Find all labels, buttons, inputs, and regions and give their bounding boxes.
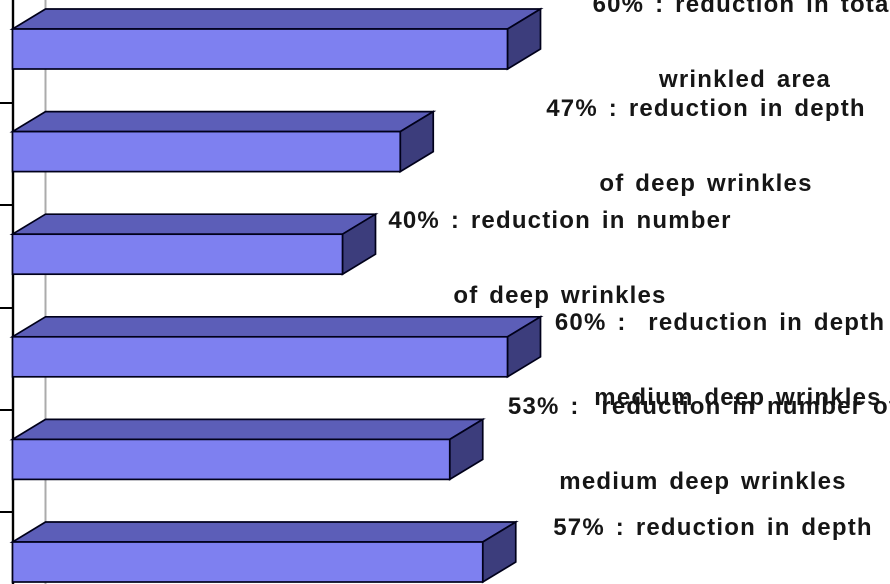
bar-front-face — [11, 28, 509, 70]
bar-top-face — [9, 521, 519, 543]
bar-label-line: medium deep wrinkles — [594, 384, 882, 411]
bar-label-line: wrinkled area — [658, 66, 832, 93]
bar-label-line: of deep wrinkles — [453, 282, 667, 309]
bar-label-line: of deep wrinkles — [599, 170, 813, 197]
bar-top-face — [9, 110, 437, 133]
bar-label-line: 40% : reduction in number — [388, 207, 732, 234]
bar-label: 47% : reduction in depth of deep wrinkle… — [546, 46, 865, 246]
bar-label-line: 47% : reduction in depth — [546, 95, 866, 122]
bar-front-face — [11, 335, 509, 378]
bar-front-face — [11, 233, 344, 276]
bar-label: 53% : reduction in number of medium deep… — [508, 344, 890, 544]
bar-front-face — [11, 541, 484, 583]
bar-front-face — [11, 438, 451, 481]
bar-label: 60% : reduction in total wrinkled area — [593, 0, 890, 142]
bar-label: 40% : reduction in number of deep wrinkl… — [388, 158, 731, 358]
bar-label-line: 60% : reduction in total — [592, 0, 890, 18]
bar-label: 60% : reduction in depth of medium deep … — [555, 260, 890, 460]
bar-label-line: medium deep wrinkles — [559, 468, 847, 495]
bar-top-face — [9, 8, 544, 30]
bar-label: 57% : reduction in depth of depressions — [553, 465, 872, 584]
bar-label-line: 53% : reduction in number of — [507, 393, 890, 420]
bar-label-line: 60% : reduction in depth of — [554, 309, 890, 336]
bar-front-face — [11, 130, 402, 173]
bar-top-face — [9, 213, 379, 236]
bar-top-face — [9, 418, 486, 441]
bar-label-line: 57% : reduction in depth — [553, 514, 873, 541]
